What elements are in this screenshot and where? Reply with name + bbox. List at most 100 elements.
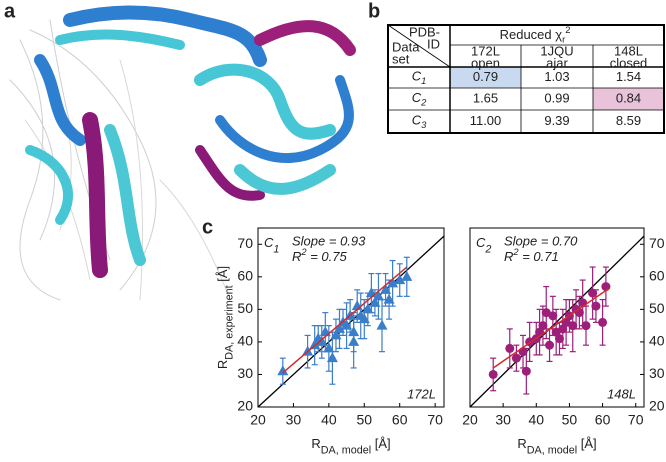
point — [309, 339, 321, 350]
y-tick-label: 30 — [237, 365, 253, 381]
point — [588, 288, 598, 298]
column-header: open — [471, 55, 500, 70]
x-tick-label: 20 — [462, 412, 478, 428]
point — [598, 317, 608, 327]
table-header-sub: r — [562, 35, 565, 45]
table-cell: 0.84 — [616, 90, 641, 105]
table-header: Reduced χr2 — [500, 25, 571, 45]
y-axis-title: RDA, experiment [Å] — [215, 266, 235, 369]
point — [362, 303, 374, 314]
x-tick-label: 50 — [356, 412, 372, 428]
point — [394, 274, 406, 285]
corner-bottom: Data — [392, 39, 420, 54]
row-label: C2 — [412, 90, 427, 108]
table-border — [387, 24, 665, 134]
point — [323, 342, 335, 353]
x-tick-label: 20 — [250, 412, 266, 428]
point — [568, 321, 578, 331]
point — [554, 334, 564, 344]
r2-annotation: R2 = 0.71 — [504, 247, 559, 264]
table-cell: 11.00 — [470, 113, 502, 128]
point — [341, 319, 353, 330]
column-header: 172L — [471, 43, 500, 58]
row-label-sub: 3 — [421, 121, 427, 131]
row-label-sub: 1 — [421, 77, 426, 87]
table-cell: 0.79 — [473, 69, 498, 84]
x-tick-label: 30 — [286, 412, 302, 428]
corner-bottom: set — [392, 51, 410, 66]
corner-top: PDB- — [409, 24, 440, 39]
table-header-sup: 2 — [565, 25, 570, 35]
series-label-main: C — [264, 235, 274, 250]
column-header: 1JQU — [540, 43, 573, 58]
r2-annotation-sup: 2 — [512, 247, 519, 257]
column-header: 148L — [614, 43, 643, 58]
table-cell: 9.39 — [544, 113, 569, 128]
x-tick-label: 40 — [321, 412, 337, 428]
plot-frame — [257, 227, 445, 408]
series-label: C2 — [476, 235, 491, 255]
point — [277, 365, 289, 376]
row-label: C1 — [412, 69, 427, 87]
x-tick-label: 70 — [427, 412, 443, 428]
slope-annotation: Slope = 0.93 — [292, 233, 366, 248]
table-cell: 1.03 — [544, 69, 569, 84]
table-cell: 1.65 — [473, 90, 498, 105]
panel-label: b — [368, 0, 380, 22]
x-tick-label: 60 — [595, 412, 611, 428]
point — [348, 326, 360, 337]
identity-line — [469, 235, 645, 408]
row-label-main: C — [412, 69, 422, 84]
r2-annotation: R2 = 0.75 — [292, 247, 347, 264]
plot-frame — [469, 227, 645, 408]
series-label-sub: 2 — [484, 243, 491, 255]
point — [369, 296, 381, 307]
x-axis-title-sub: DA, model — [527, 444, 577, 456]
y-tick-label: 60 — [649, 268, 665, 284]
point — [545, 340, 555, 350]
table-header-main: Reduced χ — [500, 27, 563, 42]
x-axis-title-rest: [Å] — [577, 436, 597, 451]
y-tick-label: 70 — [237, 235, 253, 251]
table-cell: 8.59 — [616, 113, 641, 128]
point — [330, 329, 342, 340]
column-header: ajar — [546, 55, 568, 70]
y-axis-title-rest: [Å] — [215, 266, 230, 286]
fit-line — [282, 266, 408, 374]
r2-annotation-sup: 2 — [300, 247, 307, 257]
protein-image — [9, 5, 356, 301]
point — [326, 352, 338, 363]
point — [518, 347, 528, 357]
y-tick-label: 60 — [237, 268, 253, 284]
y-tick-label: 50 — [649, 300, 665, 316]
y-tick-label: 70 — [649, 235, 665, 251]
point — [348, 335, 360, 346]
point — [372, 290, 384, 301]
series-label-sub: 1 — [273, 243, 279, 255]
point — [521, 366, 531, 376]
r2-annotation-main: R — [504, 249, 513, 264]
point — [401, 270, 413, 281]
column-header: closed — [610, 55, 648, 70]
y-tick-label: 20 — [649, 398, 665, 414]
slope-annotation: Slope = 0.70 — [504, 233, 578, 248]
y-tick-label: 30 — [649, 365, 665, 381]
x-tick-label: 50 — [562, 412, 578, 428]
identity-line — [257, 235, 445, 408]
x-axis-title-main: R — [311, 436, 320, 451]
r2-annotation-main: R — [292, 249, 301, 264]
fit-line — [492, 287, 610, 369]
x-axis-title: RDA, model [Å] — [311, 436, 390, 456]
point — [538, 321, 548, 331]
point — [383, 293, 395, 304]
point — [358, 313, 370, 324]
y-tick-label: 20 — [237, 398, 253, 414]
point — [548, 311, 558, 321]
point — [591, 301, 601, 311]
x-axis-title-sub: DA, model — [321, 444, 371, 456]
x-tick-label: 70 — [628, 412, 644, 428]
x-axis-title-rest: [Å] — [371, 436, 391, 451]
table-cell: 0.99 — [544, 90, 569, 105]
row-label-main: C — [412, 90, 422, 105]
